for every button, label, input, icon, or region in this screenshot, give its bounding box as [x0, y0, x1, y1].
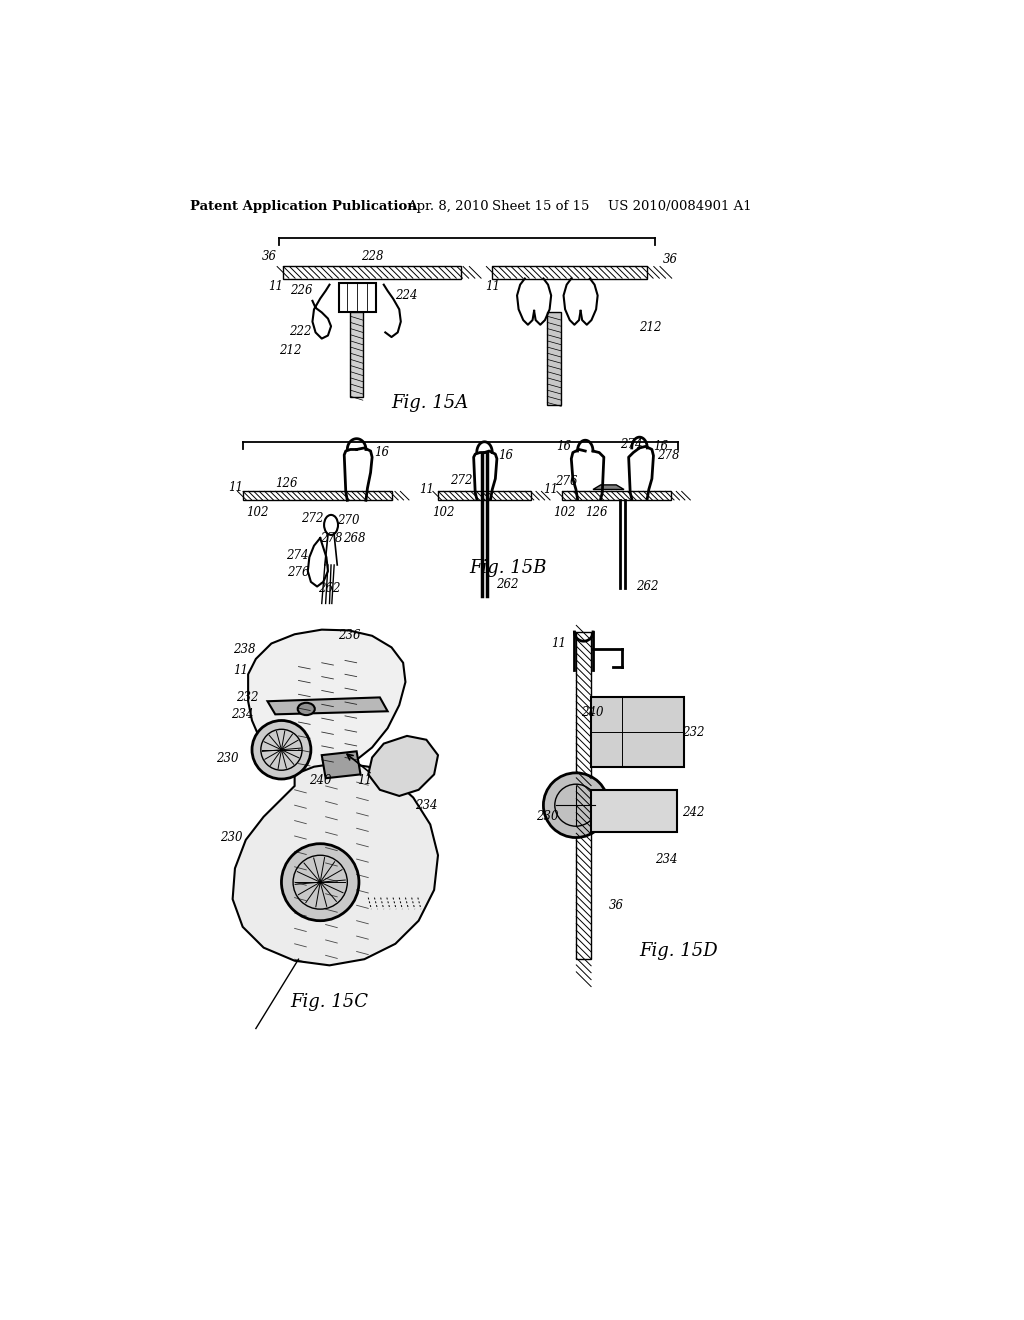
- Text: Fig. 15A: Fig. 15A: [391, 395, 469, 412]
- Circle shape: [282, 843, 359, 921]
- Text: 212: 212: [280, 345, 302, 358]
- Text: 234: 234: [415, 799, 437, 812]
- Polygon shape: [593, 484, 624, 490]
- Text: 224: 224: [395, 289, 418, 302]
- Text: 11: 11: [357, 774, 372, 787]
- Text: 102: 102: [246, 506, 268, 519]
- Polygon shape: [575, 632, 592, 960]
- Text: 11: 11: [419, 483, 434, 496]
- Text: 11: 11: [543, 483, 558, 496]
- Text: 126: 126: [275, 477, 298, 490]
- Text: 11: 11: [485, 280, 500, 293]
- Text: 16: 16: [499, 449, 513, 462]
- Text: 240: 240: [582, 706, 604, 719]
- Text: 262: 262: [318, 582, 341, 594]
- Text: 102: 102: [432, 506, 455, 519]
- Text: 240: 240: [309, 774, 332, 787]
- Text: 36: 36: [262, 251, 276, 264]
- Text: 16: 16: [653, 440, 669, 453]
- Text: 268: 268: [343, 532, 366, 545]
- Text: 230: 230: [536, 810, 558, 824]
- Text: 278: 278: [656, 449, 679, 462]
- Text: 270: 270: [337, 513, 359, 527]
- Polygon shape: [592, 789, 677, 832]
- Text: 16: 16: [374, 446, 389, 459]
- Text: 11: 11: [551, 638, 566, 649]
- Text: 212: 212: [640, 321, 662, 334]
- Text: 230: 230: [220, 832, 243, 843]
- Ellipse shape: [298, 702, 314, 715]
- Text: 262: 262: [496, 578, 518, 591]
- Polygon shape: [248, 630, 406, 774]
- Text: 126: 126: [586, 506, 608, 519]
- Polygon shape: [438, 491, 531, 500]
- Text: 278: 278: [321, 532, 343, 545]
- Text: 262: 262: [636, 579, 658, 593]
- Text: Fig. 15D: Fig. 15D: [639, 942, 718, 961]
- Polygon shape: [243, 491, 391, 500]
- Polygon shape: [493, 267, 647, 279]
- Text: 276: 276: [555, 475, 578, 488]
- Text: 242: 242: [682, 807, 705, 820]
- Polygon shape: [547, 313, 561, 405]
- Polygon shape: [267, 697, 388, 714]
- Text: 11: 11: [233, 664, 248, 677]
- Polygon shape: [350, 313, 362, 397]
- Text: 232: 232: [236, 690, 258, 704]
- Text: 36: 36: [608, 899, 624, 912]
- Text: 234: 234: [655, 853, 678, 866]
- Polygon shape: [592, 697, 684, 767]
- Circle shape: [544, 774, 608, 838]
- Circle shape: [252, 721, 311, 779]
- Text: 11: 11: [227, 482, 243, 495]
- Text: 276: 276: [288, 566, 309, 579]
- Text: 274: 274: [621, 438, 643, 451]
- Polygon shape: [232, 763, 438, 965]
- Text: 11: 11: [268, 280, 283, 293]
- Text: US 2010/0084901 A1: US 2010/0084901 A1: [608, 199, 752, 213]
- Polygon shape: [369, 737, 438, 796]
- Polygon shape: [283, 267, 461, 279]
- Text: 228: 228: [360, 249, 383, 263]
- Text: 16: 16: [556, 440, 571, 453]
- Polygon shape: [562, 491, 671, 500]
- Text: 222: 222: [289, 325, 311, 338]
- Text: 230: 230: [215, 752, 238, 766]
- Text: 238: 238: [233, 643, 256, 656]
- Text: 232: 232: [682, 726, 705, 739]
- Text: 234: 234: [231, 708, 254, 721]
- Text: Fig. 15B: Fig. 15B: [469, 560, 547, 577]
- Text: Fig. 15C: Fig. 15C: [291, 993, 369, 1011]
- Text: Apr. 8, 2010: Apr. 8, 2010: [407, 199, 488, 213]
- Text: Sheet 15 of 15: Sheet 15 of 15: [493, 199, 590, 213]
- Text: 36: 36: [663, 252, 678, 265]
- Text: 236: 236: [338, 630, 360, 643]
- Text: 102: 102: [553, 506, 575, 519]
- Polygon shape: [322, 751, 360, 779]
- Text: Patent Application Publication: Patent Application Publication: [190, 199, 417, 213]
- Text: 272: 272: [301, 512, 324, 525]
- Text: 272: 272: [450, 474, 472, 487]
- Text: 226: 226: [290, 284, 312, 297]
- Text: 274: 274: [286, 549, 308, 562]
